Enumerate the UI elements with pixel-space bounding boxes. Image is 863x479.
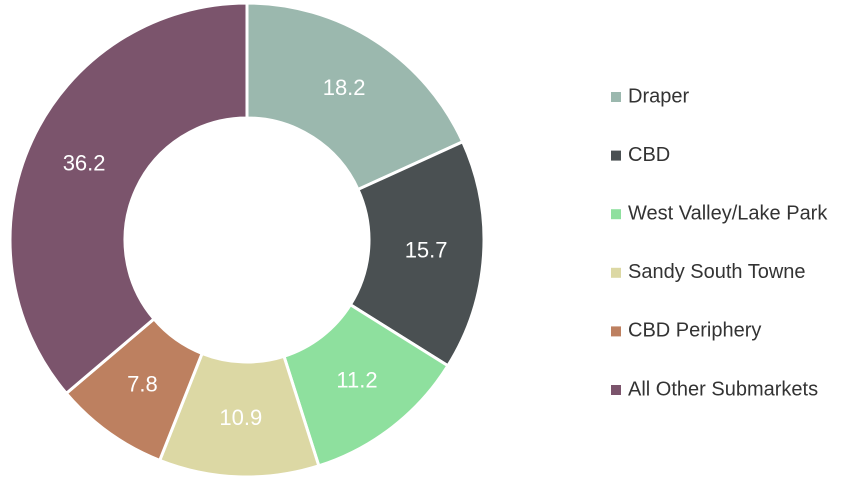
value-label: 7.8 bbox=[127, 372, 158, 397]
legend-swatch bbox=[611, 385, 621, 395]
value-label: 10.9 bbox=[219, 405, 262, 430]
legend-swatch bbox=[611, 326, 621, 337]
value-label: 18.2 bbox=[323, 75, 366, 100]
legend-label: Sandy South Towne bbox=[628, 261, 806, 283]
legend-swatch bbox=[611, 92, 621, 102]
value-label: 15.7 bbox=[405, 238, 448, 263]
legend-label: All Other Submarkets bbox=[628, 378, 818, 400]
legend-label: CBD Periphery bbox=[628, 320, 761, 342]
legend-label: West Valley/Lake Park bbox=[628, 202, 828, 224]
value-label: 11.2 bbox=[336, 368, 377, 393]
donut-segment bbox=[8, 1, 249, 396]
donut-segment bbox=[245, 1, 465, 192]
donut-segment bbox=[348, 139, 486, 368]
legend-swatch bbox=[611, 150, 621, 161]
legend-swatch bbox=[611, 267, 621, 278]
legend-label: Draper bbox=[628, 85, 689, 107]
value-label: 36.2 bbox=[63, 150, 106, 175]
legend-label: CBD bbox=[628, 144, 670, 166]
legend-swatch bbox=[611, 209, 621, 220]
